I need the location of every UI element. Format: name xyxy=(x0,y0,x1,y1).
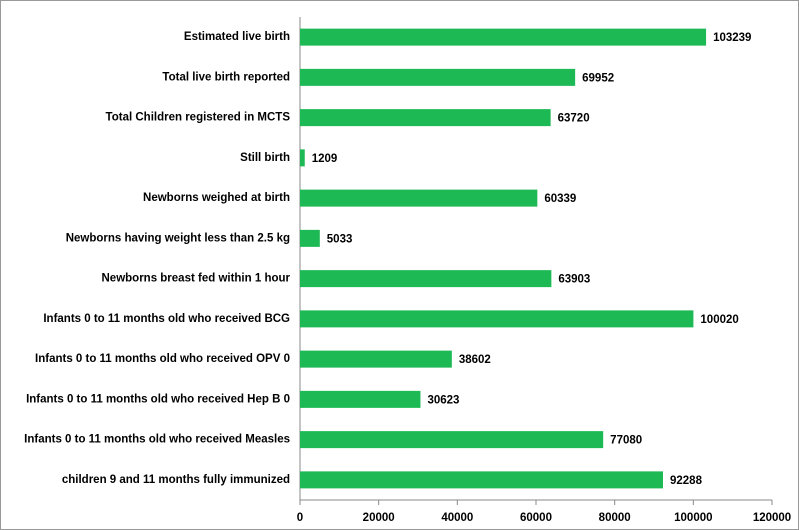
data-label: 63903 xyxy=(558,274,590,286)
x-tick-label: 20000 xyxy=(363,512,395,524)
data-label: 77080 xyxy=(610,435,642,447)
y-tick-label: children 9 and 11 months fully immunized xyxy=(62,474,290,486)
x-tick-label: 40000 xyxy=(441,512,473,524)
y-tick-label: Newborns weighed at birth xyxy=(143,192,290,204)
data-label: 69952 xyxy=(582,72,614,84)
y-tick-label: Total Children registered in MCTS xyxy=(106,112,291,124)
data-label: 38602 xyxy=(459,354,491,366)
data-label: 100020 xyxy=(700,314,738,326)
x-tick-label: 80000 xyxy=(599,512,631,524)
y-tick-label: Infants 0 to 11 months old who received … xyxy=(24,434,290,446)
data-label: 1209 xyxy=(312,153,338,165)
y-tick-label: Newborns breast fed within 1 hour xyxy=(102,273,291,285)
data-label: 92288 xyxy=(670,475,703,487)
bar xyxy=(300,350,452,368)
data-label: 60339 xyxy=(544,193,576,205)
y-tick-label: Infants 0 to 11 months old who received … xyxy=(26,393,290,405)
data-label: 30623 xyxy=(427,394,459,406)
data-label: 103239 xyxy=(713,32,751,44)
bar xyxy=(300,149,305,167)
bar xyxy=(300,310,694,328)
data-label: 63720 xyxy=(558,113,590,125)
data-label: 5033 xyxy=(327,233,353,245)
bar xyxy=(300,229,320,247)
x-tick-label: 120000 xyxy=(753,512,791,524)
y-tick-label: Newborns having weight less than 2.5 kg xyxy=(66,232,290,244)
bar xyxy=(300,390,421,408)
bar xyxy=(300,189,538,207)
bar xyxy=(300,109,551,127)
x-tick-label: 100000 xyxy=(674,512,712,524)
bar xyxy=(300,68,576,86)
x-tick-label: 60000 xyxy=(520,512,552,524)
y-tick-label: Infants 0 to 11 months old who received … xyxy=(35,353,290,365)
bar xyxy=(300,28,707,46)
y-tick-label: Still birth xyxy=(240,152,290,164)
y-tick-label: Estimated live birth xyxy=(184,31,290,43)
y-tick-label: Infants 0 to 11 months old who received … xyxy=(43,313,290,325)
bar xyxy=(300,431,604,449)
bar xyxy=(300,270,552,288)
bar xyxy=(300,471,663,489)
y-tick-label: Total live birth reported xyxy=(162,71,290,83)
x-tick-label: 0 xyxy=(297,512,303,524)
